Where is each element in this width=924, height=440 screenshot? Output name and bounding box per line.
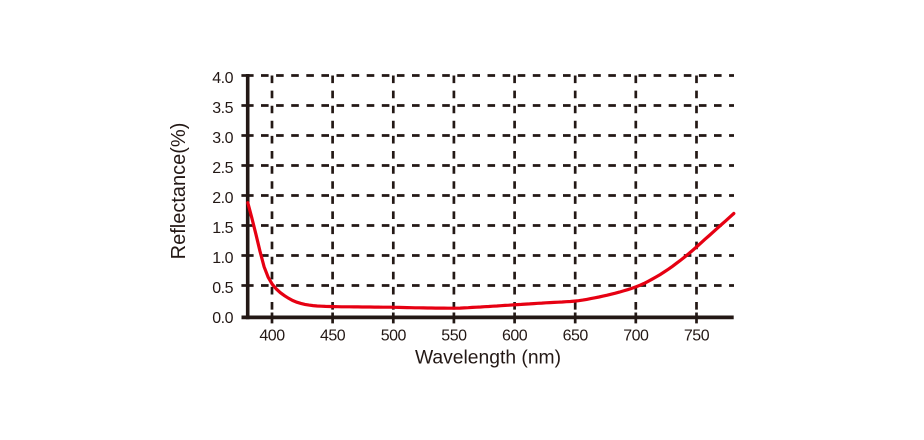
svg-text:3.0: 3.0: [212, 130, 233, 147]
svg-text:0.0: 0.0: [212, 310, 233, 327]
svg-text:2.5: 2.5: [212, 160, 233, 177]
svg-text:750: 750: [684, 328, 710, 345]
svg-text:550: 550: [441, 328, 467, 345]
svg-text:600: 600: [502, 328, 528, 345]
svg-text:1.0: 1.0: [212, 250, 233, 267]
svg-text:650: 650: [563, 328, 589, 345]
svg-text:500: 500: [381, 328, 407, 345]
svg-text:450: 450: [320, 328, 346, 345]
svg-text:2.0: 2.0: [212, 190, 233, 207]
svg-text:Reflectance(%): Reflectance(%): [168, 123, 190, 260]
svg-text:Wavelength (nm): Wavelength (nm): [415, 348, 561, 369]
svg-text:0.5: 0.5: [212, 280, 233, 297]
svg-text:700: 700: [623, 328, 649, 345]
svg-text:400: 400: [259, 328, 285, 345]
svg-text:1.5: 1.5: [212, 220, 233, 237]
svg-text:3.5: 3.5: [212, 100, 233, 117]
svg-text:4.0: 4.0: [212, 70, 233, 87]
